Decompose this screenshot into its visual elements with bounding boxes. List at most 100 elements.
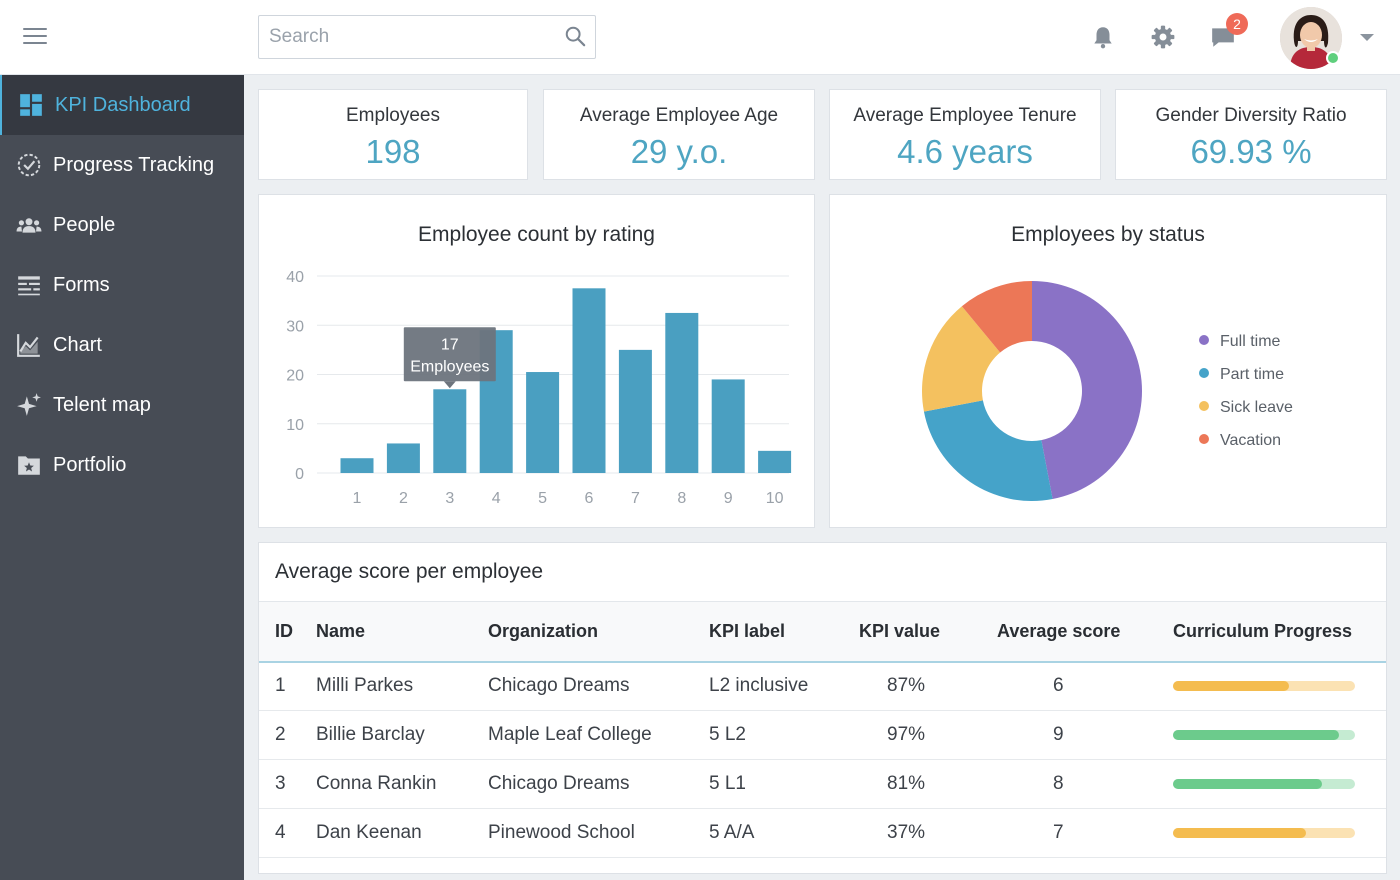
cell-name: Milli Parkes: [316, 661, 488, 711]
legend-marker: [1199, 335, 1209, 345]
sidebar-item-forms[interactable]: Forms: [0, 255, 244, 315]
pie-slice-vacation[interactable]: [961, 281, 1032, 353]
legend-item[interactable]: Part time: [1199, 366, 1284, 383]
x-tick-label: 8: [677, 490, 686, 507]
chart-title: Employees by status: [1011, 223, 1205, 246]
progress-icon: [17, 153, 41, 177]
y-tick-label: 0: [295, 466, 304, 483]
search-icon[interactable]: [564, 25, 586, 47]
legend-item[interactable]: Sick leave: [1199, 399, 1293, 416]
cell-name: Billie Barclay: [316, 710, 488, 760]
column-header-average-score[interactable]: Average score: [997, 601, 1173, 663]
tooltip-box: [403, 327, 496, 382]
cell-id: 4: [259, 808, 316, 858]
sidebar-item-people[interactable]: People: [0, 195, 244, 255]
legend-marker: [1199, 434, 1209, 444]
x-tick-label: 3: [445, 490, 454, 507]
cell-id: 1: [259, 661, 316, 711]
bar-7[interactable]: [618, 349, 652, 473]
progress-fill: [1173, 828, 1306, 838]
sidebar-item-label: KPI Dashboard: [55, 93, 191, 116]
gear-icon[interactable]: [1150, 24, 1176, 50]
chat-icon[interactable]: [1210, 24, 1236, 50]
sidebar-item-progress-tracking[interactable]: Progress Tracking: [0, 135, 244, 195]
progress-fill: [1173, 681, 1290, 692]
pie-slice-sick-leave[interactable]: [922, 306, 1001, 412]
progress-bar: [1173, 779, 1355, 789]
kpi-title: Employees: [346, 105, 440, 126]
sparkle-icon: [17, 393, 41, 416]
cell-average-score: 9: [997, 710, 1173, 760]
search-input[interactable]: [259, 16, 549, 58]
cell-kpi-value: 87%: [859, 661, 997, 711]
score-table-card: Average score per employee ID Name Organ…: [258, 542, 1387, 874]
cell-name: Conna Rankin: [316, 759, 488, 809]
column-header-id[interactable]: ID: [259, 601, 316, 663]
tooltip-label: Employees: [410, 358, 489, 375]
sidebar-item-chart[interactable]: Chart: [0, 315, 244, 375]
table-row[interactable]: 4 Dan Keenan Pinewood School 5 A/A 37% 7: [259, 808, 1386, 858]
table-row[interactable]: 2 Billie Barclay Maple Leaf College 5 L2…: [259, 710, 1386, 760]
bar-2[interactable]: [386, 443, 420, 473]
kpi-value: 198: [365, 133, 421, 170]
progress-bar: [1173, 828, 1355, 838]
people-icon: [16, 218, 42, 233]
legend-label: Sick leave: [1220, 399, 1293, 416]
kpi-value: 4.6 years: [897, 133, 1033, 170]
bar-9[interactable]: [711, 379, 745, 473]
cell-organization: Chicago Dreams: [488, 759, 709, 809]
x-tick-label: 9: [724, 490, 733, 507]
table-row[interactable]: 3 Conna Rankin Chicago Dreams 5 L1 81% 8: [259, 759, 1386, 809]
kpi-title: Average Employee Age: [579, 105, 779, 126]
score-table: ID Name Organization KPI label KPI value…: [259, 601, 1386, 858]
bar-5[interactable]: [526, 372, 560, 473]
kpi-value: 69.93 %: [1190, 133, 1312, 170]
pie-slice-part-time[interactable]: [923, 400, 1053, 501]
cell-average-score: 8: [997, 759, 1173, 809]
bell-icon[interactable]: [1090, 24, 1116, 50]
cell-average-score: 6: [997, 661, 1173, 711]
chevron-down-icon[interactable]: [1360, 34, 1374, 41]
y-tick-label: 40: [286, 269, 304, 286]
sidebar-item-kpi-dashboard[interactable]: KPI Dashboard: [0, 75, 244, 135]
column-header-kpi-value[interactable]: KPI value: [859, 601, 997, 663]
cell-average-score: 7: [997, 808, 1173, 858]
sidebar: KPI Dashboard Progress Tracking People F…: [0, 75, 244, 880]
bar-10[interactable]: [758, 450, 792, 473]
pie-slice-full-time[interactable]: [1032, 281, 1142, 500]
legend-item[interactable]: Vacation: [1199, 432, 1281, 449]
dashboard-icon: [20, 94, 42, 116]
bar-3[interactable]: [433, 389, 467, 473]
column-header-name[interactable]: Name: [316, 601, 488, 663]
progress-bar: [1173, 681, 1355, 692]
legend-label: Vacation: [1220, 432, 1281, 449]
legend-item[interactable]: Full time: [1199, 333, 1281, 350]
column-header-curriculum-progress[interactable]: Curriculum Progress: [1173, 601, 1386, 663]
bar-6[interactable]: [572, 288, 606, 473]
sidebar-item-label: People: [53, 213, 116, 236]
kpi-title: Average Employee Tenure: [853, 105, 1077, 126]
sidebar-item-label: Portfolio: [53, 453, 127, 476]
menu-icon[interactable]: [23, 28, 47, 46]
bar-8[interactable]: [665, 312, 699, 473]
forms-icon: [18, 276, 40, 296]
y-tick-label: 10: [286, 417, 304, 434]
online-status-dot: [1326, 51, 1340, 65]
cell-id: 2: [259, 710, 316, 760]
column-header-kpi-label[interactable]: KPI label: [709, 601, 859, 663]
table-header-row: ID Name Organization KPI label KPI value…: [259, 601, 1386, 663]
kpi-card-employees: Employees 198: [258, 89, 528, 180]
cell-organization: Maple Leaf College: [488, 710, 709, 760]
search-box: [258, 15, 596, 59]
x-tick-label: 10: [766, 490, 784, 507]
y-tick-label: 20: [286, 368, 304, 385]
x-tick-label: 7: [631, 490, 640, 507]
kpi-card-average-tenure: Average Employee Tenure 4.6 years: [829, 89, 1101, 180]
cell-organization: Pinewood School: [488, 808, 709, 858]
column-header-organization[interactable]: Organization: [488, 601, 709, 663]
progress-bar: [1173, 730, 1355, 740]
sidebar-item-portfolio[interactable]: Portfolio: [0, 435, 244, 495]
table-row[interactable]: 1 Milli Parkes Chicago Dreams L2 inclusi…: [259, 661, 1386, 711]
bar-1[interactable]: [340, 458, 374, 473]
sidebar-item-talent-map[interactable]: Telent map: [0, 375, 244, 435]
